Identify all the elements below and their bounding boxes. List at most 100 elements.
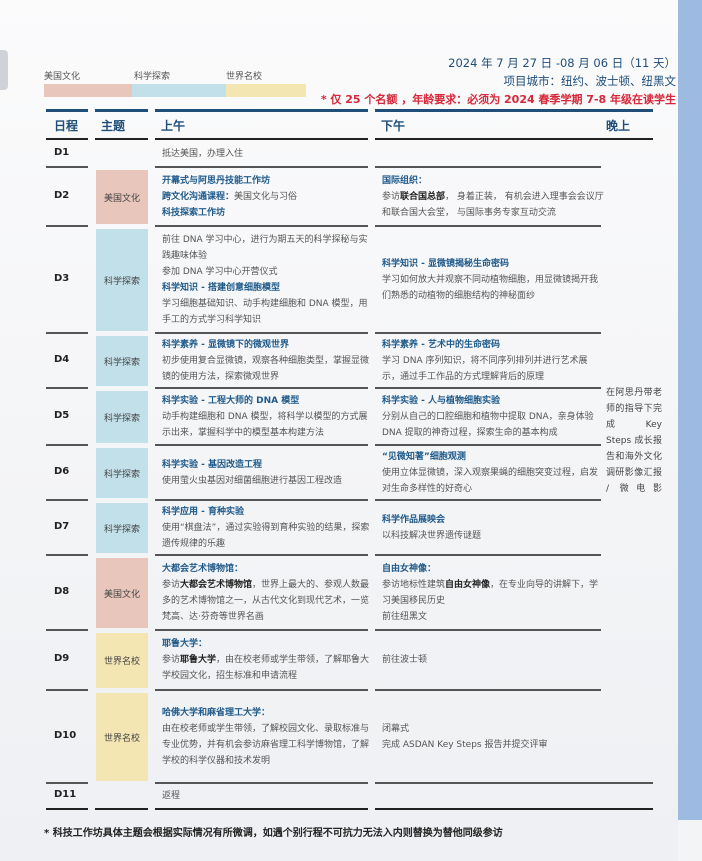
cell-text: 完成 ASDAN Key Steps 报告并提交评审 (382, 739, 548, 750)
day-label: D9 (54, 653, 70, 664)
cell-text: ，在专业向导的讲解下，学习美国移民历史 (382, 579, 599, 606)
legend-label-culture: 美国文化 (44, 72, 81, 82)
header-afternoon: 下午 (381, 119, 406, 133)
morning-cell: 科学实验 - 工程大师的 DNA 模型动手构建细胞和 DNA 模型，将科学以模型… (162, 388, 370, 445)
theme-cell: 科学探索 (96, 229, 148, 331)
afternoon-cell (382, 783, 604, 808)
theme-label: 科学探索 (103, 357, 140, 368)
theme-label: 科学探索 (103, 413, 140, 424)
cell-keyword: 联合国总部 (400, 191, 446, 202)
afternoon-cell: 闭幕式完成 ASDAN Key Steps 报告并提交评审 (382, 690, 604, 783)
morning-cell: 科学实验 - 基因改造工程 使用萤火虫基因对细菌细胞进行基因工程改造 (162, 445, 370, 500)
cell-title: 科学知识 - 搭建创意细胞模型 (162, 282, 281, 293)
morning-cell: 大都会艺术博物馆： 参访大都会艺术博物馆，世界上最大的、参观人数最多的艺术博物馆之… (162, 555, 370, 630)
cell-text: ， 身着正装， 有机会进入理事会会议厅和联合国大会堂， 与国际事务专家互动交流 (382, 191, 604, 218)
cell-title: 科学作品展映会 (382, 514, 446, 525)
header-morning: 上午 (161, 119, 186, 133)
legend-swatch-culture (44, 84, 132, 97)
header-day: 日程 (54, 119, 79, 133)
cell-text: 由在校老师或学生带领，了解校园文化、录取标准与专业优势，并有机会参访麻省理工科学… (162, 723, 370, 766)
day-label: D4 (54, 353, 70, 365)
theme-label: 美国文化 (103, 193, 140, 204)
cell-title: 科学实验 - 工程大师的 DNA 模型 (162, 395, 300, 406)
theme-label: 世界名校 (103, 733, 140, 744)
cell-keyword: 自由女神像 (445, 579, 491, 590)
program-cities: 项目城市：纽约、波士顿、纽黑文 (503, 74, 677, 88)
afternoon-cell: 自由女神像： 参访地标性建筑自由女神像，在专业向导的讲解下，学习美国移民历史前往纽… (382, 555, 604, 630)
day-label: D10 (54, 729, 77, 741)
cell-title: 开幕式与阿思丹技能工作坊 (162, 175, 271, 186)
cell-title: 自由女神像： (382, 563, 437, 574)
cell-text: 抵达美国，办理入住 (162, 148, 244, 159)
side-decoration-strip (678, 0, 702, 820)
morning-cell: 抵达美国，办理入住 (162, 140, 370, 167)
morning-cell: 返程 (162, 783, 370, 808)
theme-cell: 科学探索 (96, 336, 148, 386)
cell-title: 科技探索工作坊 (162, 207, 226, 218)
cell-text: 学习细胞基础知识、动手构建细胞和 DNA 模型，用手工的方式学习科学知识 (162, 298, 368, 325)
legend-label-science: 科学探索 (134, 72, 171, 82)
cell-text: 分别从自己的口腔细胞和植物中提取 DNA，亲身体验 DNA 提取的神奇过程，探索… (382, 411, 594, 438)
header-theme: 主题 (101, 119, 126, 133)
cell-title: 哈佛大学和麻省理工大学： (162, 707, 271, 718)
afternoon-cell: “见微知著”细胞观测 使用立体显微镜，深入观察果蝇的细胞突变过程，启发对生命多样性… (382, 445, 604, 500)
cell-text: 参加 DNA 学习中心开营仪式 (162, 266, 278, 277)
cell-title: 科学知识 - 显微镜揭秘生命密码 (382, 258, 510, 269)
cell-text: 美国文化与习俗 (234, 191, 298, 202)
morning-cell: 耶鲁大学： 参访耶鲁大学，由在校老师或学生带领，了解耶鲁大学校园文化，招生标准和申… (162, 630, 370, 690)
cell-text: ，由在校老师或学生带领，了解耶鲁大学校园文化，招生标准和申请流程 (162, 655, 370, 681)
morning-cell: 开幕式与阿思丹技能工作坊 跨文化沟通课程：美国文化与习俗 科技探索工作坊 (162, 167, 370, 226)
cell-title: 国际组织： (382, 175, 428, 186)
header-evening: 晚上 (606, 119, 631, 133)
cell-title: 跨文化沟通课程： (162, 191, 235, 202)
cell-text: 前往纽黑文 (382, 611, 428, 622)
program-dates: 2024 年 7 月 27 日 -08 月 06 日（11 天） (448, 56, 676, 70)
theme-cell: 美国文化 (96, 558, 148, 628)
day-label: D1 (54, 146, 70, 158)
theme-cell: 科学探索 (96, 503, 148, 553)
cell-text: 前往波士顿 (382, 655, 428, 665)
day-label: D3 (54, 272, 70, 284)
cell-keyword: 大都会艺术博物馆 (180, 579, 253, 590)
evening-activity: 在阿思丹带老师的指导下完成 Key Steps 成长报告和海外文化调研影像汇报 … (606, 388, 662, 494)
afternoon-cell: 国际组织： 参访联合国总部， 身着正装， 有机会进入理事会会议厅和联合国大会堂， … (382, 167, 604, 226)
cell-title: 科学素养 - 艺术中的生命密码 (382, 339, 501, 350)
cell-keyword: 耶鲁大学 (180, 655, 217, 665)
cell-title: “见微知著”细胞观测 (382, 451, 466, 462)
cell-title: 科学实验 - 基因改造工程 (162, 459, 263, 470)
cell-text: 参访 (382, 191, 401, 202)
theme-cell: 科学探索 (96, 448, 148, 498)
theme-cell: 世界名校 (96, 693, 148, 781)
day-label: D2 (54, 189, 70, 201)
cell-text: 动手构建细胞和 DNA 模型，将科学以模型的方式展示出来，掌握科学中的模型基本构… (162, 411, 368, 438)
theme-label: 科学探索 (103, 469, 140, 480)
cell-title: 科学应用 - 育种实验 (162, 506, 245, 517)
morning-cell: 哈佛大学和麻省理工大学： 由在校老师或学生带领，了解校园文化、录取标准与专业优势，… (162, 690, 370, 783)
cell-text: 使用“棋盘法”，通过实验得到育种实验的结果，探索遗传规律的乐趣 (162, 522, 370, 549)
cell-text: 初步使用复合显微镜，观察各种细胞类型，掌握显微镜的使用方法，探索微观世界 (162, 355, 370, 382)
day-label: D8 (54, 585, 70, 597)
cell-title: 大都会艺术博物馆： (162, 563, 244, 574)
afternoon-cell: 科学素养 - 艺术中的生命密码 学习 DNA 序列知识，将不同序列排列并进行艺术展… (382, 333, 604, 388)
cell-title: 科学素养 - 显微镜下的微观世界 (162, 339, 290, 350)
day-label: D11 (54, 788, 77, 800)
afternoon-cell: 前往波士顿 (382, 630, 604, 690)
afternoon-cell: 科学作品展映会 以科技解决世界遗传谜题 (382, 500, 604, 555)
cell-text: ，世界上最大的、参观人数最多的艺术博物馆之一，从古代文化到现代艺术，一览梵高、达… (162, 579, 370, 622)
theme-label: 美国文化 (103, 589, 140, 600)
cell-text: 参访地标性建筑 (382, 579, 446, 590)
cell-title: 科学实验 - 人与植物细胞实验 (382, 395, 501, 406)
cell-text: 闭幕式 (382, 723, 410, 734)
cell-text: 参访 (162, 579, 181, 590)
legend-label-school: 世界名校 (226, 72, 263, 82)
theme-label: 科学探索 (103, 276, 140, 287)
legend-swatch-science (132, 84, 226, 97)
morning-cell: 科学应用 - 育种实验使用“棋盘法”，通过实验得到育种实验的结果，探索遗传规律的… (162, 500, 370, 555)
day-label: D6 (54, 465, 70, 477)
cell-text: 参访 (162, 655, 181, 665)
legend-swatch-school (226, 84, 306, 97)
afternoon-cell (382, 140, 604, 167)
day-label: D7 (54, 520, 70, 532)
morning-cell: 科学素养 - 显微镜下的微观世界初步使用复合显微镜，观察各种细胞类型，掌握显微镜… (162, 333, 370, 388)
afternoon-cell: 科学知识 - 显微镜揭秘生命密码 学习如何放大并观察不同动植物细胞，用显微镜揭开我… (382, 226, 604, 333)
